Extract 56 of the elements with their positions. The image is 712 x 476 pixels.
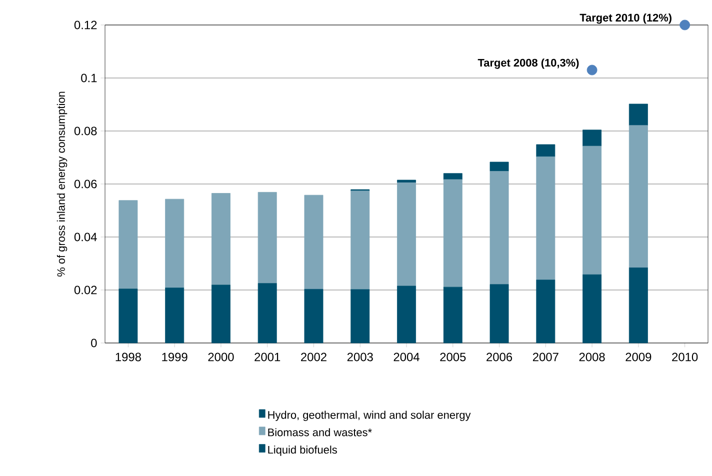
bar [397, 180, 416, 183]
bar [118, 200, 138, 290]
bar [628, 125, 648, 268]
x-tick-label: 1999 [162, 352, 188, 362]
bar [628, 268, 648, 344]
y-axis-title: % of gross inland energy consumption [56, 92, 68, 276]
y-tick-label: 0.02 [74, 286, 97, 294]
bar [397, 182, 416, 286]
y-tick-label: 0 [91, 338, 97, 348]
bar [536, 144, 556, 157]
bar [258, 192, 277, 284]
bar [628, 104, 648, 126]
x-tick-label: 2000 [208, 352, 234, 362]
x-tick-label: 2003 [347, 352, 373, 362]
annotation: Target 2008 (10,3%) [478, 58, 579, 69]
x-tick-label: 2005 [440, 352, 466, 362]
bar [118, 288, 138, 344]
x-tick-label: 1998 [116, 352, 141, 362]
y-tick-label: 0.12 [74, 20, 97, 30]
bar [165, 288, 184, 344]
bar [490, 171, 509, 285]
annotation: Target 2010 (12%) [580, 14, 672, 24]
y-tick-label: 0.04 [74, 232, 97, 242]
bar [304, 288, 324, 344]
bar [304, 194, 324, 290]
y-tick-label: 0.06 [74, 180, 97, 188]
y-tick-label: 0.1 [81, 74, 97, 82]
y-tick-label: 0.08 [74, 126, 97, 136]
bar [165, 198, 184, 288]
x-tick-label: 2010 [672, 352, 698, 362]
legend-label: Liquid biofuels [268, 446, 337, 456]
x-tick-label: 2001 [254, 352, 280, 362]
bar [397, 286, 416, 344]
x-tick-label: 2006 [486, 352, 512, 362]
bar [582, 146, 602, 275]
bar [443, 173, 462, 180]
x-tick-label: 2009 [626, 352, 652, 362]
x-tick-label: 2002 [301, 352, 326, 362]
bar [582, 274, 602, 344]
bar [582, 130, 602, 146]
bar [443, 286, 462, 344]
legend-label: Hydro, geothermal, wind and solar energy [268, 410, 471, 421]
bar [490, 284, 509, 344]
bar [536, 280, 556, 344]
bar [350, 289, 370, 344]
bar [443, 179, 462, 288]
bar [350, 190, 370, 290]
legend-label: Biomass and wastes* [268, 428, 372, 436]
x-tick-label: 2004 [394, 352, 420, 362]
bar [211, 284, 230, 344]
x-tick-label: 2008 [579, 352, 605, 362]
bar [536, 156, 556, 280]
x-tick-label: 2007 [532, 352, 558, 362]
bar [211, 193, 230, 286]
bar [490, 162, 509, 172]
bar [258, 283, 277, 344]
